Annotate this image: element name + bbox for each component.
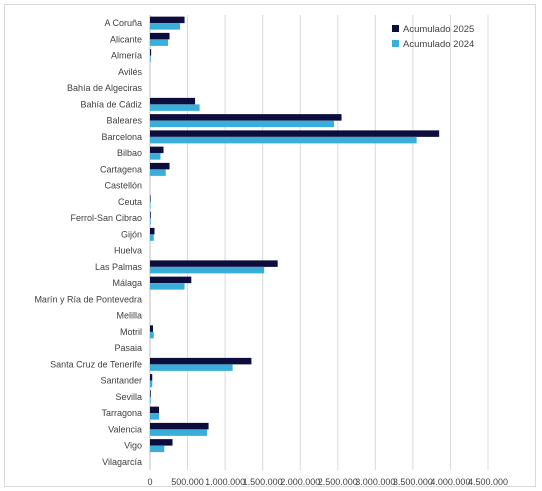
category-label: Ceuta	[118, 197, 142, 207]
bar-2024-15	[150, 266, 265, 274]
bar-2024-0	[150, 23, 181, 30]
bar-2024-6	[150, 120, 335, 128]
category-label: Santander	[100, 376, 142, 386]
category-label: Pasaia	[114, 343, 142, 353]
category-label: Motril	[120, 327, 142, 337]
x-tick-labels: 0 500.000 1.000.0001.500.0002.000.0002.500…	[147, 477, 508, 487]
chart-frame	[4, 4, 536, 487]
x-tick-label: 1.000.000	[205, 477, 245, 487]
x-tick-label: 1.500.000	[243, 477, 283, 487]
gridlines	[149, 15, 489, 470]
bar-2025-12	[150, 211, 151, 219]
category-label: Valencia	[108, 424, 142, 434]
bar-2024-25	[150, 429, 208, 436]
category-label: Huelva	[114, 246, 142, 256]
bar-2025-23	[150, 390, 151, 397]
category-label: Gijón	[121, 229, 142, 239]
bar-2024-23	[150, 396, 151, 404]
category-label: Tarragona	[101, 408, 142, 418]
x-tick-label: 4.000.000	[430, 477, 470, 487]
bar-2025-6	[150, 114, 342, 121]
x-tick-label: 3.000.000	[355, 477, 395, 487]
category-label: Alicante	[110, 34, 142, 44]
bar-2024-12	[150, 218, 151, 225]
legend-label: Acumulado 2025	[403, 24, 474, 35]
category-label: Bahía de Algeciras	[67, 83, 143, 93]
bars	[150, 16, 440, 453]
x-tick-label: 500.000	[171, 477, 204, 487]
x-tick-label: 2.500.000	[318, 477, 358, 487]
bar-2025-16	[150, 276, 192, 284]
bar-2025-1	[150, 32, 170, 40]
bar-2024-11	[150, 201, 151, 209]
bar-2025-26	[150, 439, 173, 446]
bar-2024-9	[150, 169, 166, 176]
bar-2025-25	[150, 422, 209, 430]
bar-2024-13	[150, 234, 154, 241]
bar-2024-5	[150, 104, 200, 111]
bar-2025-2	[150, 49, 152, 56]
category-label: Vilagarcía	[102, 457, 142, 467]
category-label: Sevilla	[115, 392, 142, 402]
category-label: Bilbao	[117, 148, 142, 158]
category-label: Baleares	[106, 116, 142, 126]
bar-2025-11	[150, 195, 151, 202]
bar-2025-13	[150, 227, 155, 235]
category-label: Castellón	[104, 181, 142, 191]
bar-2025-5	[150, 97, 196, 105]
bar-2024-22	[150, 380, 153, 388]
bar-2025-19	[150, 325, 154, 332]
category-label: Las Palmas	[95, 262, 143, 272]
bar-2024-1	[150, 39, 169, 46]
category-label: A Coruña	[104, 18, 142, 28]
bar-2024-24	[150, 413, 160, 420]
category-label: Málaga	[112, 278, 142, 288]
category-label: Bahía de Cádiz	[80, 99, 142, 109]
category-label: Avilés	[118, 67, 142, 77]
bar-2024-19	[150, 331, 154, 339]
x-tick-label: 2.000.000	[280, 477, 320, 487]
category-label: Marín y Ría de Pontevedra	[34, 294, 142, 304]
bar-2025-21	[150, 357, 252, 365]
category-labels: A Coruña Alicante Almería Avilés Bahía de Al…	[34, 18, 142, 467]
legend-label: Acumulado 2024	[403, 39, 474, 50]
x-tick-label: 0	[147, 477, 152, 487]
x-tick-label: 3.500.000	[393, 477, 433, 487]
bar-2025-24	[150, 406, 160, 414]
bar-2025-9	[150, 162, 170, 170]
legend-swatch	[392, 40, 399, 47]
bar-2024-7	[150, 136, 417, 144]
legend-swatch	[392, 25, 399, 32]
bar-2025-15	[150, 260, 278, 267]
x-tick-label: 4.500.000	[468, 477, 508, 487]
category-label: Santa Cruz de Tenerife	[50, 359, 142, 369]
category-label: Melilla	[116, 311, 142, 321]
bar-2025-7	[150, 130, 440, 137]
bar-2024-21	[150, 364, 233, 371]
category-label: Vigo	[124, 441, 142, 451]
category-label: Almería	[111, 51, 142, 61]
category-label: Cartagena	[100, 164, 142, 174]
bar-2025-8	[150, 146, 164, 154]
category-label: Barcelona	[101, 132, 142, 142]
legend: Acumulado 2025 Acumulado 2024	[392, 24, 474, 50]
bar-2024-16	[150, 283, 185, 290]
bar-2025-0	[150, 16, 185, 24]
category-label: Ferrol-San Cibrao	[70, 213, 142, 223]
bar-2024-2	[150, 55, 151, 63]
bar-2024-8	[150, 153, 161, 160]
bar-2025-22	[150, 374, 153, 381]
bar-2024-26	[150, 445, 165, 453]
